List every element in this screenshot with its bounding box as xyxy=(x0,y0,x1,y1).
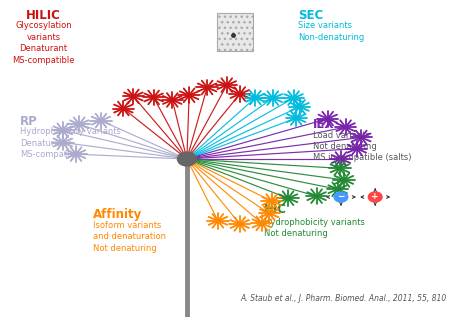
Bar xyxy=(217,13,253,51)
Circle shape xyxy=(334,192,348,202)
Circle shape xyxy=(177,152,196,166)
Circle shape xyxy=(368,192,382,202)
Text: Affinity: Affinity xyxy=(93,208,142,221)
Text: Load variants
Not denaturing
MS incompatible (salts): Load variants Not denaturing MS incompat… xyxy=(313,130,411,162)
Text: −: − xyxy=(337,192,345,202)
Text: RP: RP xyxy=(20,115,38,128)
Text: HIC: HIC xyxy=(264,203,287,216)
Text: Size variants
Non-denaturing: Size variants Non-denaturing xyxy=(298,21,365,42)
Text: Hydrophobicity variants
Denaturator
MS-compatible: Hydrophobicity variants Denaturator MS-c… xyxy=(20,127,121,159)
Text: SEC: SEC xyxy=(298,9,323,22)
Text: Glycosylation
variants
Denaturant
MS-compatible: Glycosylation variants Denaturant MS-com… xyxy=(12,21,75,65)
Text: +: + xyxy=(371,192,379,202)
Text: Hydrophobicity variants
Not denaturing: Hydrophobicity variants Not denaturing xyxy=(264,218,365,238)
Text: A. Staub et al., J. Pharm. Biomed. Anal., 2011, 55, 810: A. Staub et al., J. Pharm. Biomed. Anal.… xyxy=(240,294,447,302)
Text: IEX: IEX xyxy=(313,118,335,131)
Text: HILIC: HILIC xyxy=(26,9,61,22)
Text: Isoform variants
and denaturation
Not denaturing: Isoform variants and denaturation Not de… xyxy=(93,221,166,252)
